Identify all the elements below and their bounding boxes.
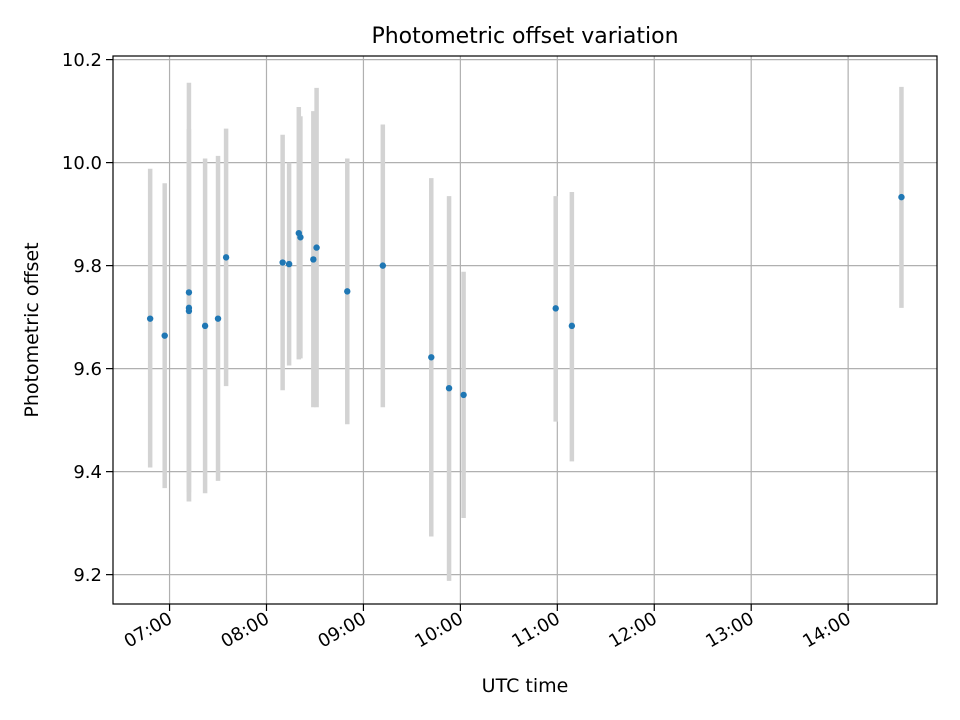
y-tick-label: 9.6 [73, 359, 102, 380]
data-point [185, 307, 193, 315]
y-axis: 9.2 9.4 9.6 9.8 10.0 10.2 [62, 50, 113, 586]
y-tick-label: 10.2 [62, 50, 102, 71]
data-point [313, 244, 320, 251]
y-tick-label: 9.8 [73, 256, 102, 277]
y-tick-label: 9.4 [73, 462, 102, 483]
data-point [310, 256, 317, 263]
data-point [185, 289, 193, 296]
data-point [214, 315, 222, 322]
data-point [898, 193, 905, 201]
chart-title: Photometric offset variation [371, 24, 678, 49]
data-point [552, 305, 559, 312]
data-point [379, 262, 387, 269]
data-point [201, 322, 209, 330]
y-tick-label: 10.0 [62, 153, 102, 174]
data-point [460, 391, 467, 399]
plot-frame [112, 55, 938, 605]
data-point [279, 259, 286, 266]
data-point [344, 288, 351, 295]
data-point [428, 354, 435, 361]
plot-area [113, 56, 937, 604]
data-point [297, 234, 304, 241]
y-tick-label: 9.2 [73, 565, 102, 586]
data-point [146, 315, 154, 322]
data-points [146, 193, 905, 399]
data-point [222, 254, 230, 261]
data-point [568, 322, 576, 330]
y-axis-label: Photometric offset [21, 242, 43, 417]
data-point [445, 384, 453, 392]
grid [113, 56, 937, 604]
data-point [161, 332, 168, 339]
data-point [285, 260, 293, 268]
x-axis-label: UTC time [482, 675, 569, 697]
